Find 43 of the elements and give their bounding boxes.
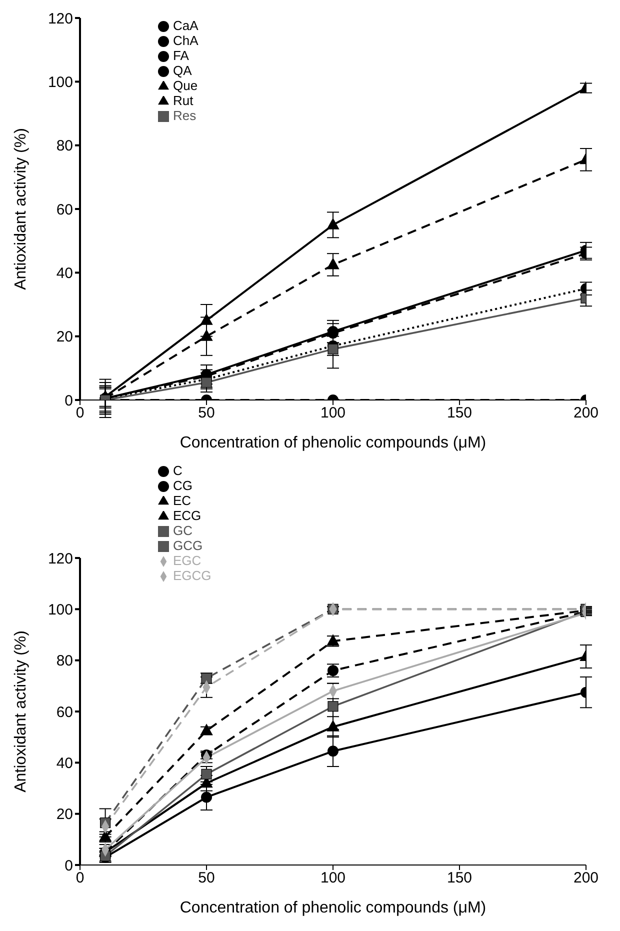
legend-label: ECG [173, 508, 202, 523]
legend-label: ChA [173, 33, 198, 48]
y-tick-label: 120 [48, 10, 73, 28]
legend-label: FA [173, 48, 189, 63]
x-tick-label: 0 [76, 870, 84, 887]
x-tick-label: 150 [446, 870, 472, 887]
legend-label: CG [173, 478, 192, 493]
x-tick-label: 0 [76, 404, 84, 422]
x-tick-label: 50 [198, 870, 215, 887]
x-axis-title: Concentration of phenolic compounds (μM) [180, 434, 486, 452]
y-tick-label: 80 [56, 652, 73, 670]
x-tick-label: 200 [573, 870, 599, 887]
y-tick-label: 20 [56, 328, 73, 346]
legend-label: QA [173, 63, 192, 78]
legend-label: C [173, 463, 182, 478]
legend-label: EC [173, 493, 192, 508]
y-axis-title: Antioxidant activity (%) [12, 630, 30, 792]
legend-label: GCG [173, 538, 203, 553]
y-tick-label: 0 [64, 857, 73, 874]
y-tick-label: 60 [56, 704, 73, 721]
x-axis-title: Concentration of phenolic compounds (μM) [180, 899, 486, 916]
x-tick-label: 50 [198, 404, 215, 422]
legend-label: Que [173, 78, 198, 93]
legend-label: Rut [173, 93, 194, 108]
y-tick-label: 80 [56, 138, 73, 155]
y-tick-label: 20 [56, 806, 73, 824]
y-tick-label: 100 [48, 601, 73, 618]
x-tick-label: 100 [320, 404, 346, 422]
x-tick-label: 100 [320, 870, 346, 887]
y-tick-label: 100 [48, 74, 73, 91]
y-tick-label: 0 [64, 392, 73, 410]
x-tick-label: 150 [446, 404, 472, 422]
y-tick-label: 40 [56, 264, 73, 282]
x-tick-label: 200 [573, 404, 599, 422]
legend-label: EGCG [173, 568, 212, 583]
legend-label: GC [173, 523, 192, 538]
y-tick-label: 120 [48, 550, 73, 568]
legend-label: Res [173, 108, 196, 123]
y-tick-label: 40 [56, 754, 73, 772]
y-axis-title: Antioxidant activity (%) [12, 128, 30, 290]
y-tick-label: 60 [56, 201, 73, 218]
legend-label: CaA [173, 18, 198, 33]
legend-label: EGC [173, 553, 202, 568]
